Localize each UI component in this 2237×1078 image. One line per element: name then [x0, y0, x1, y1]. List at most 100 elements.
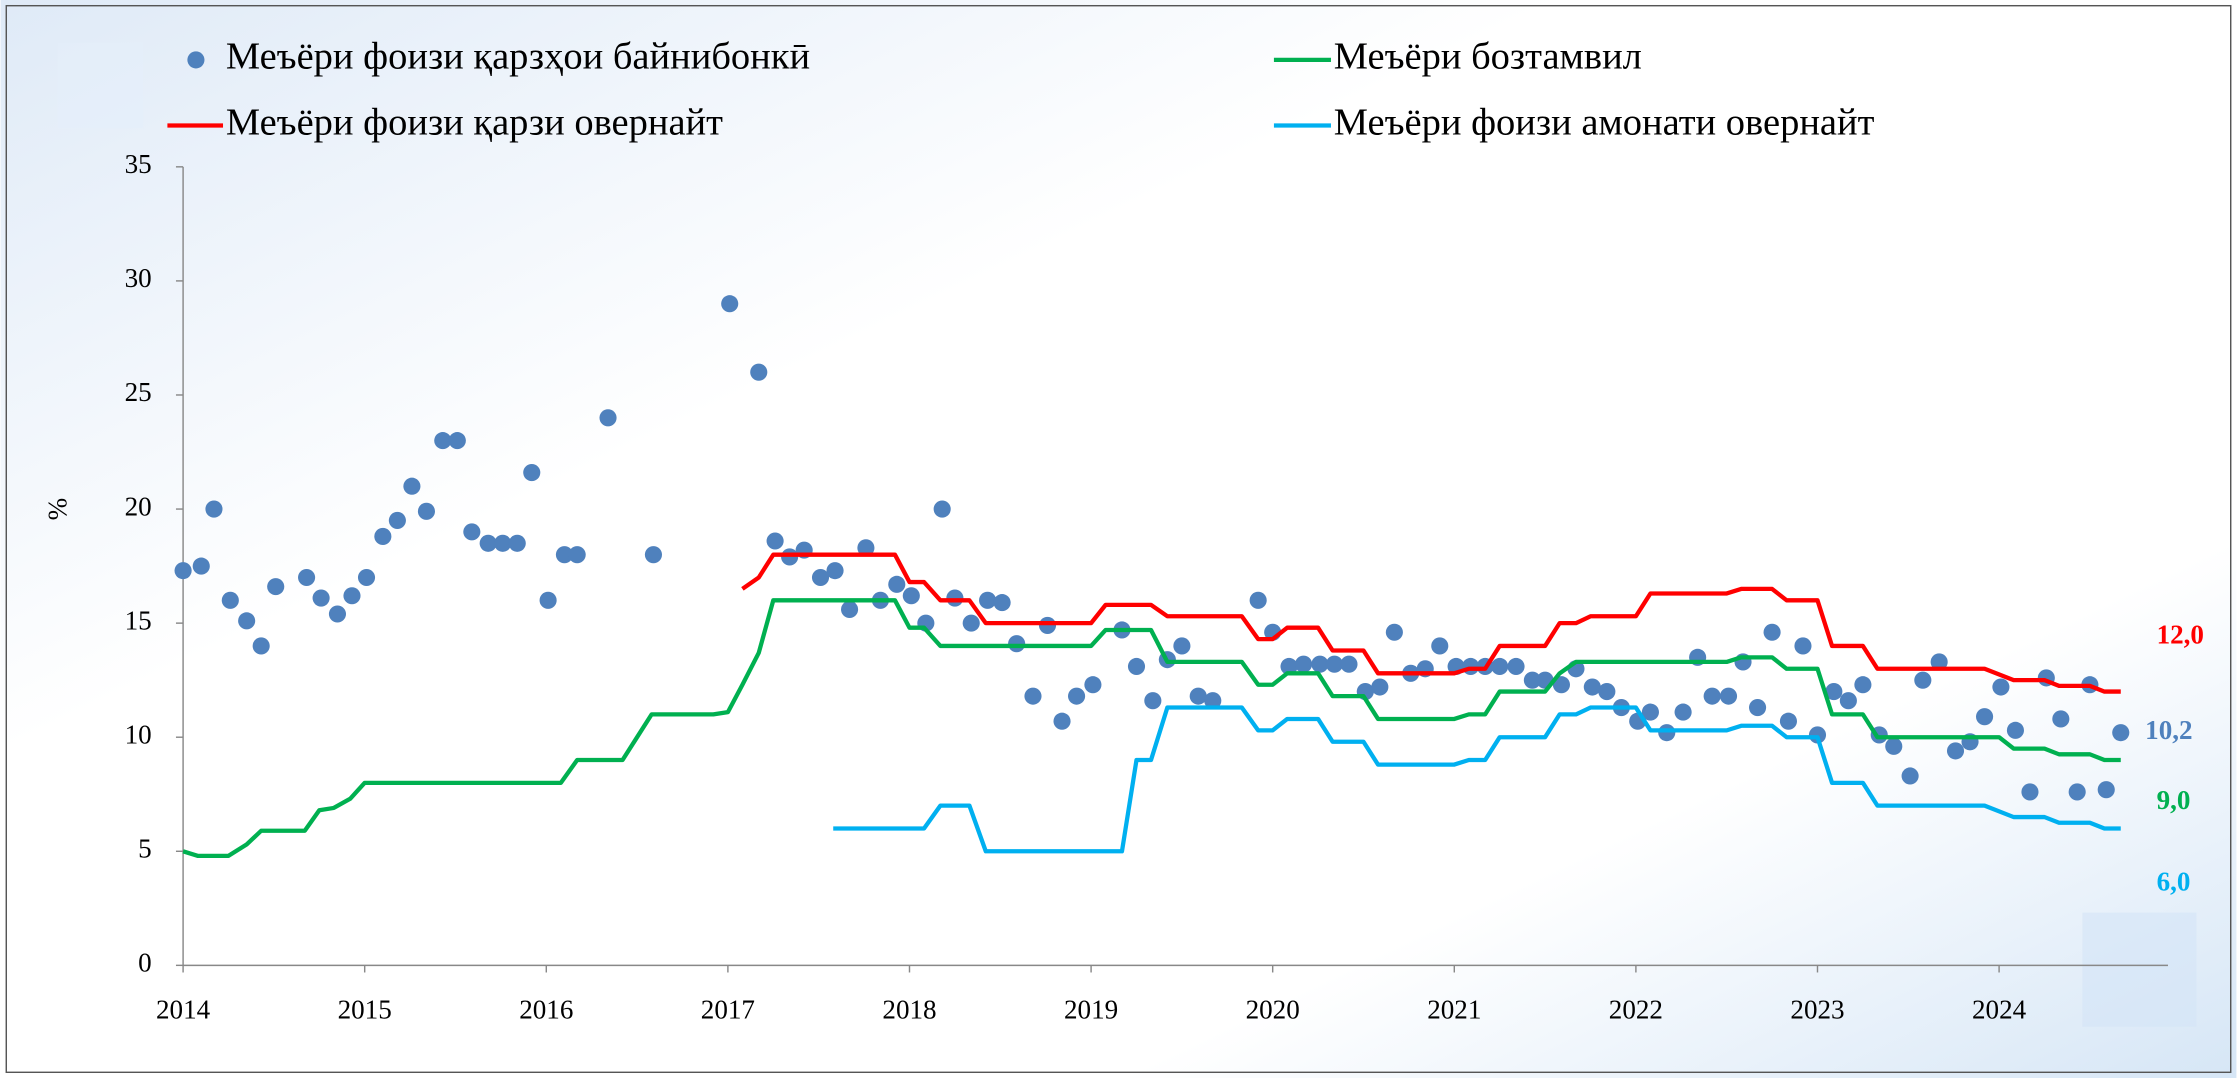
x-tick-label: 2014	[156, 995, 211, 1025]
scatter-point	[1144, 692, 1162, 710]
scatter-point	[811, 568, 830, 587]
y-tick-label: 30	[125, 263, 152, 293]
scatter-point	[1385, 623, 1403, 641]
scatter-point	[1749, 698, 1767, 717]
scatter-point	[1930, 653, 1948, 671]
scatter-point	[568, 546, 586, 564]
scatter-point	[857, 539, 875, 557]
scatter-point	[1825, 683, 1843, 701]
scatter-point	[1189, 687, 1207, 705]
scatter-point	[1127, 657, 1146, 676]
scatter-point	[403, 477, 421, 495]
scatter-point	[508, 534, 526, 552]
scatter-point	[1703, 687, 1721, 705]
scatter-point	[1914, 671, 1932, 689]
scatter-point	[1779, 712, 1797, 730]
scatter-point	[1583, 678, 1601, 696]
frame	[5, 4, 2232, 1074]
scatter-point	[238, 612, 256, 630]
scatter-point	[2112, 724, 2130, 742]
x-tick-label: 2017	[701, 995, 755, 1025]
scatter-point	[750, 363, 768, 381]
scatter-point	[1431, 637, 1449, 655]
scatter-point	[962, 614, 980, 632]
scatter-point	[1507, 657, 1525, 676]
scatter-point	[312, 589, 330, 607]
x-tick-label: 2019	[1064, 995, 1118, 1025]
legend-label: Меъёри фоизи қарзҳои байнибонкӣ	[226, 36, 810, 78]
scatter-point	[1658, 724, 1676, 742]
scatter-point	[644, 546, 662, 564]
legend-label: Меъёри фоизи амонати овернайт	[1334, 101, 1875, 143]
x-tick-label: 2015	[338, 995, 392, 1025]
scatter-point	[1854, 676, 1872, 694]
scatter-point	[252, 637, 270, 655]
scatter-point	[2068, 783, 2086, 801]
scatter-point	[1311, 655, 1329, 673]
scatter-point	[1839, 692, 1857, 710]
legend-label: Меъёри фоизи қарзи овернайт	[226, 101, 723, 143]
end-label: 6,0	[2157, 866, 2191, 896]
scatter-point	[1992, 678, 2010, 696]
y-tick-label: 5	[138, 833, 152, 863]
scatter-point	[205, 500, 223, 518]
scatter-point	[1053, 712, 1071, 730]
x-tick-label: 2023	[1790, 995, 1844, 1025]
scatter-point	[417, 502, 435, 520]
scatter-point	[539, 591, 557, 609]
series-line	[182, 598, 2121, 858]
scatter-point	[1763, 623, 1781, 641]
y-tick-label: 35	[125, 149, 152, 179]
scatter-point	[1008, 635, 1026, 653]
x-tick-label: 2024	[1972, 995, 2027, 1025]
scatter-point	[298, 568, 316, 587]
scatter-point	[1340, 655, 1358, 673]
scatter-point	[388, 511, 406, 530]
legend-label: Меъёри бозтамвил	[1334, 36, 1642, 78]
scatter-point	[555, 546, 574, 564]
scatter-point	[902, 587, 920, 605]
series-line	[741, 552, 2121, 694]
legend-marker	[187, 51, 205, 69]
scatter-point	[374, 527, 392, 545]
scatter-point	[1523, 671, 1541, 689]
scatter-point	[599, 409, 617, 427]
scatter-point	[1204, 692, 1222, 710]
scatter-point	[1371, 678, 1389, 696]
x-tick-label: 2020	[1246, 995, 1300, 1025]
y-tick-label: 0	[138, 948, 152, 978]
scatter-point	[766, 532, 784, 550]
scatter-point	[1885, 737, 1903, 755]
scatter-point	[888, 575, 906, 593]
deco	[57, 42, 144, 129]
y-tick-label: 25	[125, 377, 152, 407]
scatter-point	[1719, 687, 1738, 705]
scatter-point	[1038, 616, 1057, 634]
scatter-point	[1084, 676, 1102, 694]
scatter-point	[721, 295, 739, 313]
scatter-point	[523, 463, 541, 482]
scatter-point	[2021, 783, 2039, 801]
scatter-point	[979, 591, 997, 609]
scatter-point	[1598, 683, 1616, 701]
scatter-point	[494, 534, 512, 552]
scatter-point	[1295, 655, 1313, 673]
scatter-point	[174, 562, 192, 580]
scatter-point	[1249, 591, 1267, 609]
x-tick-label: 2021	[1427, 995, 1481, 1025]
scatter-point	[267, 578, 285, 596]
x-tick-label: 2022	[1609, 995, 1663, 1025]
scatter-point	[434, 432, 452, 450]
scatter-point	[1946, 742, 1965, 760]
scatter-point	[933, 500, 951, 518]
scatter-point	[1280, 657, 1298, 676]
scatter-point	[221, 591, 239, 609]
scatter-point	[1794, 637, 1812, 655]
scatter-point	[946, 589, 964, 607]
scatter-point	[1674, 703, 1692, 721]
scatter-point	[781, 548, 799, 566]
y-tick-label: 10	[125, 719, 152, 749]
